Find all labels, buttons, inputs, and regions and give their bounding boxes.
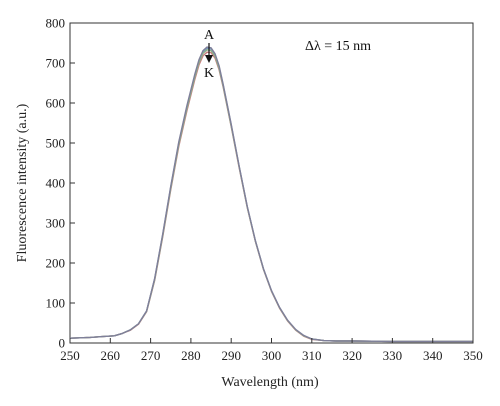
x-tick-label: 350 (463, 348, 483, 363)
x-axis-ticks: 250 260 270 280 290 300 310 320 330 340 350 (60, 338, 483, 363)
y-tick-label: 600 (46, 96, 66, 111)
y-tick-label: 0 (59, 336, 66, 351)
x-axis-label: Wavelength (nm) (221, 375, 319, 390)
y-tick-label: 500 (46, 136, 66, 151)
plot-area (69, 22, 474, 344)
x-tick-label: 340 (423, 348, 443, 363)
y-axis-label: Fluorescence intensity (a.u.) (15, 103, 30, 262)
series-layer (69, 46, 473, 343)
annotation-label-a: A (204, 28, 215, 43)
y-tick-label: 100 (46, 296, 66, 311)
x-tick-label: 310 (302, 348, 322, 363)
y-tick-label: 800 (46, 16, 66, 31)
down-arrow-icon (205, 43, 213, 63)
series-line-2 (69, 51, 473, 343)
x-tick-label: 320 (342, 348, 362, 363)
y-tick-label: 300 (46, 216, 66, 231)
annotation-label-k: K (204, 66, 214, 81)
y-tick-label: 700 (46, 56, 66, 71)
x-tick-label: 300 (262, 348, 282, 363)
y-axis-ticks: 0 100 200 300 400 500 600 700 800 (46, 16, 75, 351)
y-tick-label: 200 (46, 256, 66, 271)
plot-frame (69, 22, 474, 344)
series-line-3 (69, 49, 473, 343)
series-line-4 (69, 46, 473, 343)
x-tick-label: 330 (383, 348, 403, 363)
x-tick-label: 280 (181, 348, 201, 363)
delta-annotation: Δλ = 15 nm (305, 39, 371, 54)
x-tick-label: 260 (101, 348, 121, 363)
x-tick-label: 290 (221, 348, 241, 363)
x-tick-label: 250 (60, 348, 80, 363)
y-tick-label: 400 (46, 176, 66, 191)
x-tick-label: 270 (141, 348, 161, 363)
series-line-1 (69, 47, 473, 343)
